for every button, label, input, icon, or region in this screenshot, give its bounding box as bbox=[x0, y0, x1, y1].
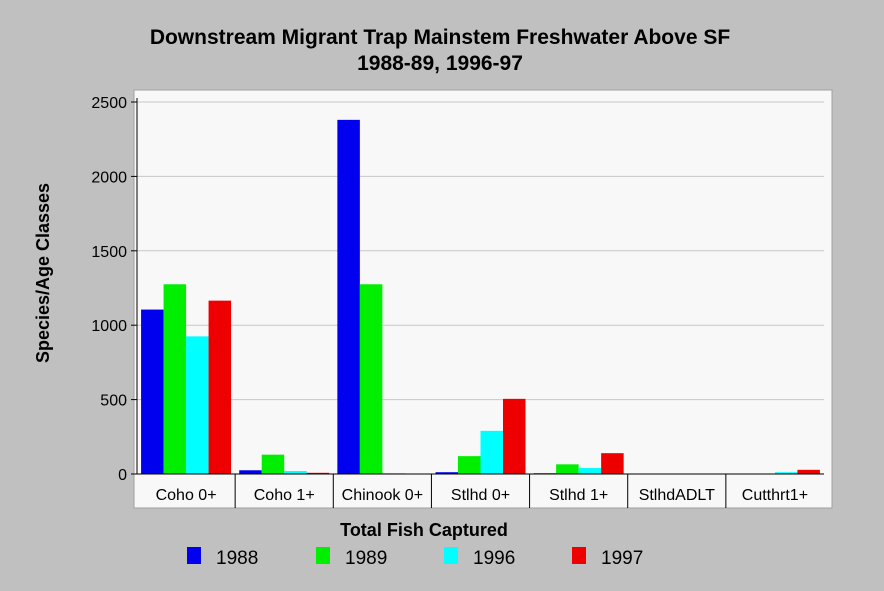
x-tick-label-2: Chinook 0+ bbox=[342, 487, 423, 504]
bar-stlhd-0--1997 bbox=[503, 398, 526, 474]
bar-chinook-0--1988 bbox=[337, 119, 360, 474]
bar-coho-0--1997 bbox=[208, 300, 232, 474]
bars bbox=[141, 119, 820, 474]
y-tick-label-5: 2500 bbox=[91, 95, 127, 112]
x-tick-label-0: Coho 0+ bbox=[156, 487, 217, 504]
bar-cutthrt1--1997 bbox=[797, 469, 820, 474]
chart-subtitle: 1988-89, 1996-97 bbox=[357, 52, 523, 75]
legend: 1988 1989 1996 1997 bbox=[187, 547, 643, 569]
bar-chinook-0--1989 bbox=[359, 284, 383, 474]
gridlines bbox=[137, 101, 824, 401]
bar-coho-1--1989 bbox=[261, 454, 285, 474]
bar-coho-0--1989 bbox=[163, 284, 187, 474]
bar-stlhd-0--1989 bbox=[458, 456, 481, 474]
bar-coho-0--1996 bbox=[186, 336, 209, 474]
legend-swatch-1996 bbox=[444, 547, 458, 564]
bar-stlhd-1--1997 bbox=[601, 453, 624, 474]
bar-coho-1--1997 bbox=[306, 472, 330, 474]
bar-stlhd-0--1996 bbox=[480, 430, 503, 474]
y-axis-title: Species/Age Classes bbox=[33, 183, 53, 363]
legend-label-1996: 1996 bbox=[473, 548, 515, 569]
x-tick-label-1: Coho 1+ bbox=[254, 487, 315, 504]
bar-cutthrt1--1996 bbox=[774, 472, 798, 474]
legend-label-1989: 1989 bbox=[345, 548, 387, 569]
y-tick-label-0: 0 bbox=[118, 467, 127, 484]
y-tick-label-3: 1500 bbox=[91, 244, 127, 261]
x-axis-title: Total Fish Captured bbox=[340, 520, 508, 540]
legend-label-1988: 1988 bbox=[216, 548, 258, 569]
legend-swatch-1989 bbox=[316, 547, 330, 564]
chart-title: Downstream Migrant Trap Mainstem Freshwa… bbox=[150, 26, 731, 49]
x-tick-label-5: StlhdADLT bbox=[639, 487, 715, 504]
y-tick-label-2: 1000 bbox=[91, 318, 127, 335]
bar-stlhd-1--1996 bbox=[578, 468, 602, 474]
legend-swatch-1997 bbox=[572, 547, 586, 564]
y-tick-label-4: 2000 bbox=[91, 169, 127, 186]
x-tick-label-3: Stlhd 0+ bbox=[451, 487, 510, 504]
bar-coho-1--1996 bbox=[284, 471, 307, 474]
legend-swatch-1988 bbox=[187, 547, 201, 564]
legend-label-1997: 1997 bbox=[601, 548, 643, 569]
x-tick-label-4: Stlhd 1+ bbox=[549, 487, 608, 504]
bar-coho-0--1988 bbox=[141, 309, 164, 474]
bar-stlhd-0--1988 bbox=[435, 472, 458, 474]
bar-coho-1--1988 bbox=[239, 470, 262, 474]
x-tick-label-6: Cutthrt1+ bbox=[742, 487, 808, 504]
y-tick-label-1: 500 bbox=[100, 393, 127, 410]
bar-stlhd-1--1989 bbox=[556, 464, 579, 474]
axes: 0 500 1000 1500 2000 2500 Coho 0+ Coho 1+ Chinoo… bbox=[91, 95, 824, 508]
